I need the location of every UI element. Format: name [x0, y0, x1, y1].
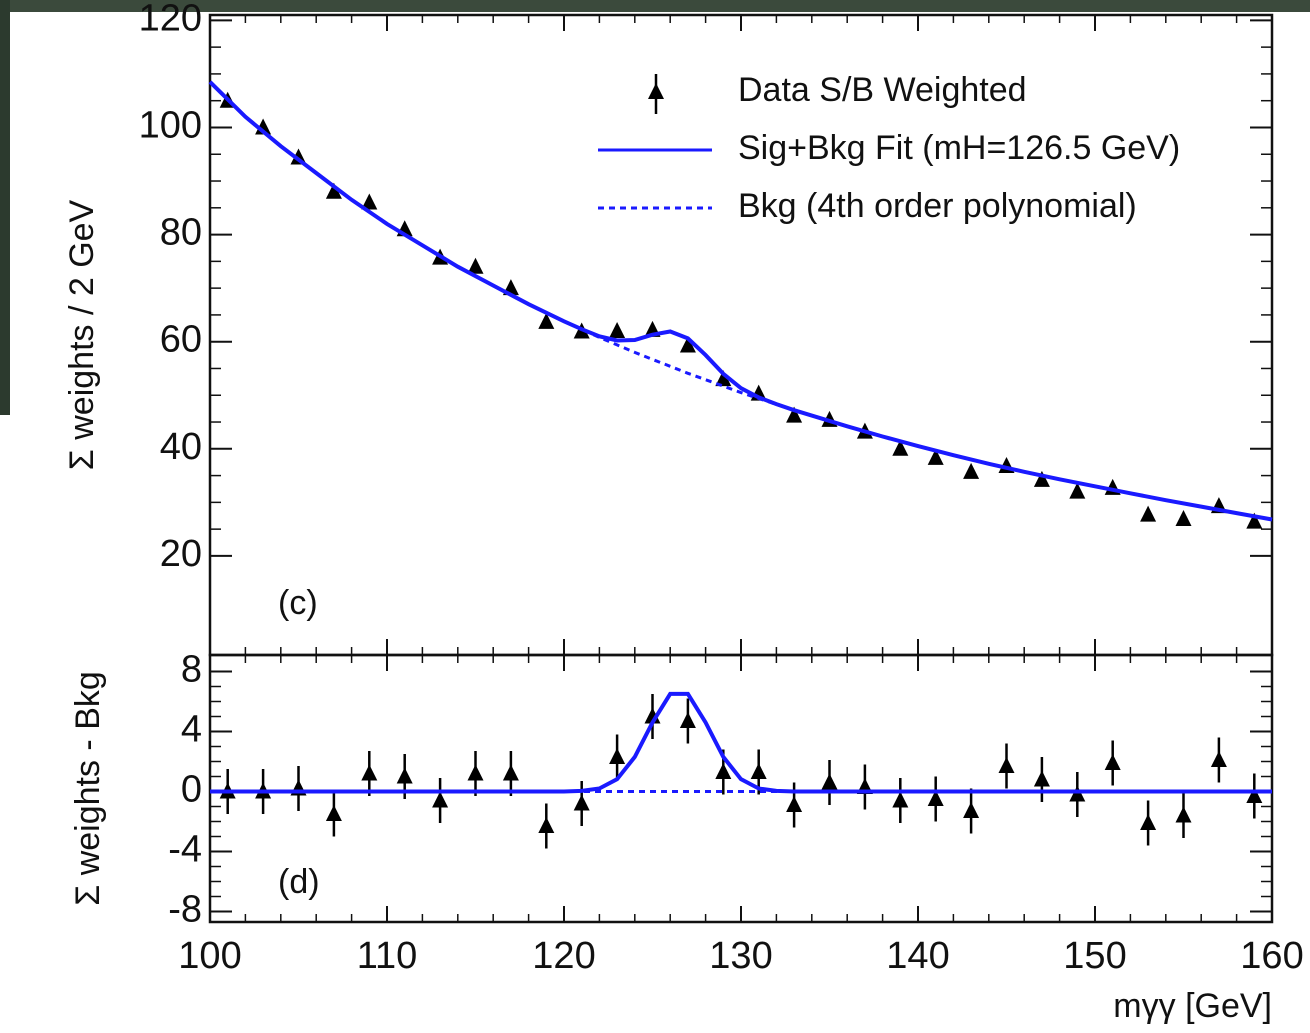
data-point	[361, 193, 378, 210]
legend-label: Bkg (4th order polynomial)	[738, 187, 1137, 225]
y-tick-label: 100	[139, 104, 202, 146]
data-point	[786, 796, 803, 812]
data-point	[467, 764, 484, 781]
data-point	[679, 336, 696, 353]
data-point	[1033, 470, 1050, 487]
y-axis-label: Σ weights / 2 GeV	[63, 199, 101, 470]
data-point	[325, 182, 342, 199]
data-point	[538, 312, 555, 329]
x-tick-label: 120	[532, 935, 595, 977]
data-point	[502, 764, 519, 781]
bkg-line	[208, 80, 1273, 521]
y-tick-label: 60	[160, 319, 202, 361]
data-point	[609, 321, 626, 338]
panel-annotation: (c)	[278, 584, 318, 622]
data-point	[963, 462, 980, 479]
y-tick-label: 0	[181, 769, 202, 811]
legend-marker	[648, 83, 664, 99]
y-tick-label: -4	[168, 829, 202, 871]
fit-line	[210, 691, 1272, 794]
y-tick-label: 80	[160, 212, 202, 254]
data-point	[715, 763, 732, 779]
x-tick-label: 110	[357, 935, 418, 977]
plot-background	[210, 15, 1272, 922]
x-tick-label: 160	[1240, 935, 1303, 977]
data-point	[1104, 754, 1121, 770]
y-tick-label: 120	[139, 0, 202, 39]
data-point	[609, 748, 626, 764]
data-point	[892, 791, 909, 808]
data-point	[538, 817, 555, 833]
y-axis-label: Σ weights - Bkg	[69, 671, 107, 906]
y-tick-label: 8	[181, 649, 202, 691]
data-point	[1033, 770, 1050, 787]
data-point	[821, 773, 838, 790]
background-photo	[0, 0, 10, 415]
data-point	[786, 406, 803, 423]
data-point	[1210, 751, 1227, 767]
data-point	[1140, 814, 1157, 830]
legend-label: Sig+Bkg Fit (mH=126.5 GeV)	[738, 129, 1180, 167]
data-point	[1069, 482, 1086, 499]
data-point	[998, 757, 1015, 773]
data-point	[396, 767, 413, 784]
y-tick-label: 40	[160, 426, 202, 468]
data-point	[927, 448, 944, 465]
data-point	[361, 764, 378, 781]
data-point	[467, 257, 484, 274]
data-point	[1175, 806, 1192, 823]
data-point	[715, 370, 732, 387]
data-point	[1246, 512, 1263, 529]
data-point	[963, 802, 980, 818]
data-point	[1175, 509, 1192, 526]
x-tick-label: 150	[1063, 935, 1126, 977]
data-point	[573, 794, 590, 811]
legend-label: Data S/B Weighted	[738, 71, 1027, 109]
y-tick-label: 4	[181, 709, 202, 751]
data-point	[927, 790, 944, 806]
data-point	[750, 763, 767, 779]
y-tick-label: -8	[168, 889, 202, 931]
x-tick-label: 140	[886, 935, 949, 977]
data-point	[1246, 787, 1263, 803]
data-point	[1140, 505, 1157, 522]
panel-annotation: (d)	[278, 863, 320, 901]
data-point	[892, 439, 909, 456]
data-point	[325, 805, 342, 821]
background-photo	[0, 0, 1310, 12]
x-tick-label: 130	[709, 935, 772, 977]
data-point	[432, 791, 449, 808]
data-point	[679, 712, 696, 728]
y-tick-label: 20	[160, 533, 202, 575]
x-tick-label: 100	[178, 935, 241, 977]
x-axis-label: mγγ [GeV]	[1113, 987, 1272, 1025]
